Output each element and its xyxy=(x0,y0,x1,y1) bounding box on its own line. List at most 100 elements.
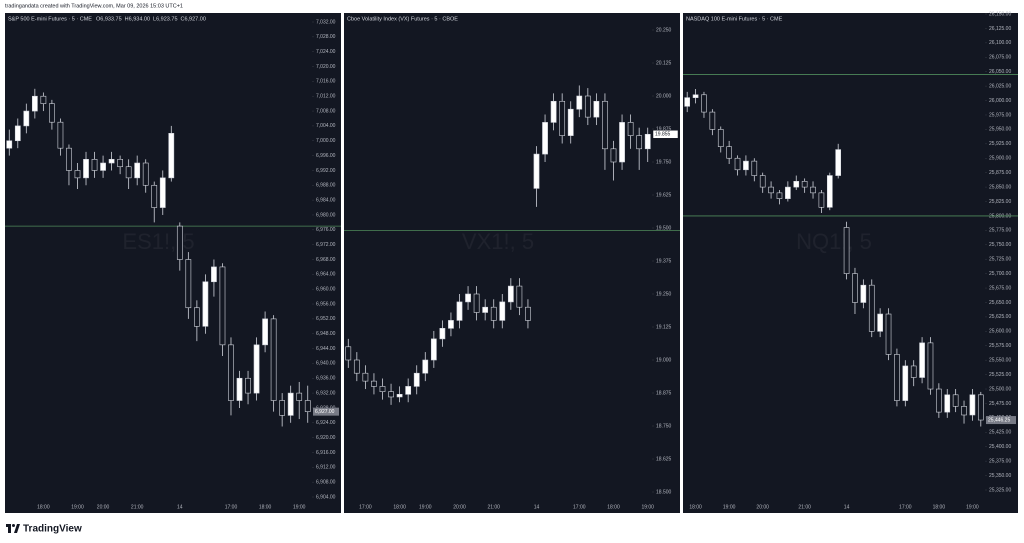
candle-body xyxy=(396,394,403,398)
y-tick-label: 6,956.00 xyxy=(316,301,336,307)
footer-logo: TradingView xyxy=(6,524,82,535)
candle-body xyxy=(448,320,454,329)
candle-body xyxy=(353,359,360,374)
candle-body xyxy=(142,162,149,186)
y-tick-label: 20.000 xyxy=(656,93,672,99)
chart-title: NASDAQ 100 E-mini Futures · 5 · CME xyxy=(686,16,783,22)
x-tick-label: 14 xyxy=(534,504,540,510)
y-tick-label: 6,936.00 xyxy=(316,376,336,382)
y-tick-label: 25,400.00 xyxy=(989,444,1011,450)
y-tick-label: 25,850.00 xyxy=(989,184,1011,190)
candle-body xyxy=(176,225,183,260)
y-tick-label: 7,000.00 xyxy=(316,138,336,144)
y-tick-label: 7,032.00 xyxy=(316,19,336,25)
y-tick-label: 6,960.00 xyxy=(316,287,336,293)
candle-body xyxy=(413,372,420,387)
chart-panel: ES1!, 5 7,032.00 7,028.00 7,024.00 7,020.00 7… xyxy=(5,13,341,513)
y-tick-label: 26,075.00 xyxy=(989,55,1011,61)
y-tick-label: 7,012.00 xyxy=(316,94,336,100)
candle-body xyxy=(776,192,783,199)
y-tick-label: 6,980.00 xyxy=(316,212,336,218)
chart-panel: NQ1!, 5 26,150.00 26,125.00 26,100.00 26,075… xyxy=(683,11,1018,513)
y-tick-label: 18.500 xyxy=(656,489,672,495)
y-tick-label: 7,004.00 xyxy=(316,123,336,129)
y-tick-label: 6,904.00 xyxy=(316,494,336,500)
x-tick-label: 17:00 xyxy=(899,504,912,510)
candle-body xyxy=(533,153,540,189)
y-tick-label: 6,932.00 xyxy=(316,390,336,396)
candle-body xyxy=(952,394,959,407)
candle-body xyxy=(219,266,226,346)
candle-body xyxy=(91,159,98,171)
y-tick-label: 6,968.00 xyxy=(316,257,336,263)
y-tick-label: 6,972.00 xyxy=(316,242,336,248)
candle-body xyxy=(902,365,909,401)
candle-body xyxy=(83,159,89,179)
y-tick-label: 19.875 xyxy=(656,126,672,132)
y-tick-label: 19.625 xyxy=(656,192,672,198)
candle-body xyxy=(644,133,651,150)
x-tick-label: 20:00 xyxy=(756,504,769,510)
candle-body xyxy=(371,380,377,387)
candle-body xyxy=(262,318,268,346)
candle-body xyxy=(843,227,850,274)
candle-body xyxy=(636,135,643,150)
y-tick-label: 6,908.00 xyxy=(316,479,336,485)
candle-body xyxy=(894,354,900,401)
candle-body xyxy=(362,372,369,382)
y-tick-label: 19.750 xyxy=(656,159,672,165)
last-price-box xyxy=(652,130,679,139)
x-tick-label: 18:00 xyxy=(259,504,272,510)
y-tick-label: 25,525.00 xyxy=(989,372,1011,378)
y-tick-label: 25,675.00 xyxy=(989,285,1011,291)
candle-body xyxy=(910,365,917,378)
y-tick-label: 25,775.00 xyxy=(989,228,1011,234)
y-tick-label: 7,024.00 xyxy=(316,49,336,55)
y-tick-label: 6,976.00 xyxy=(316,227,336,233)
y-tick-label: 25,325.00 xyxy=(989,487,1011,493)
x-tick-label: 19:00 xyxy=(71,504,84,510)
candle-body xyxy=(66,147,72,171)
candle-body xyxy=(610,148,617,163)
y-tick-label: 25,725.00 xyxy=(989,257,1011,263)
candle-body xyxy=(134,162,141,179)
y-tick-label: 25,750.00 xyxy=(989,242,1011,248)
candle-body xyxy=(117,159,123,168)
x-tick-label: 21:00 xyxy=(487,504,500,510)
candle-body xyxy=(743,160,749,171)
y-tick-label: 25,925.00 xyxy=(989,141,1011,147)
y-tick-label: 6,996.00 xyxy=(316,153,336,159)
candle-body xyxy=(567,108,574,136)
x-tick-label: 17:00 xyxy=(225,504,238,510)
x-tick-label: 20:00 xyxy=(97,504,110,510)
candle-body xyxy=(74,170,81,179)
candle-body xyxy=(936,388,942,413)
candle-body xyxy=(379,386,386,392)
candle-body xyxy=(877,313,883,332)
candle-body xyxy=(692,94,699,98)
candle-body xyxy=(602,100,608,150)
candle-body xyxy=(236,377,243,401)
candle-body xyxy=(919,342,925,378)
y-tick-label: 25,875.00 xyxy=(989,170,1011,176)
candle-body xyxy=(168,133,175,179)
y-tick-label: 26,100.00 xyxy=(989,40,1011,46)
candle-body xyxy=(422,359,429,374)
y-tick-label: 6,948.00 xyxy=(316,331,336,337)
last-price-label: 19.855 xyxy=(655,132,671,138)
x-tick-label: 19:00 xyxy=(293,504,306,510)
candle-body xyxy=(57,121,64,149)
candle-body xyxy=(228,344,234,401)
y-tick-label: 6,992.00 xyxy=(316,168,336,174)
y-tick-label: 25,950.00 xyxy=(989,127,1011,133)
candle-body xyxy=(253,344,260,394)
candle-body xyxy=(868,284,875,332)
y-tick-label: 19.125 xyxy=(656,324,672,330)
y-tick-label: 19.250 xyxy=(656,291,672,297)
y-tick-label: 25,625.00 xyxy=(989,314,1011,320)
x-tick-label: 18:00 xyxy=(933,504,946,510)
candle-body xyxy=(270,318,277,401)
candle-body xyxy=(194,307,200,327)
y-tick-label: 25,425.00 xyxy=(989,430,1011,436)
